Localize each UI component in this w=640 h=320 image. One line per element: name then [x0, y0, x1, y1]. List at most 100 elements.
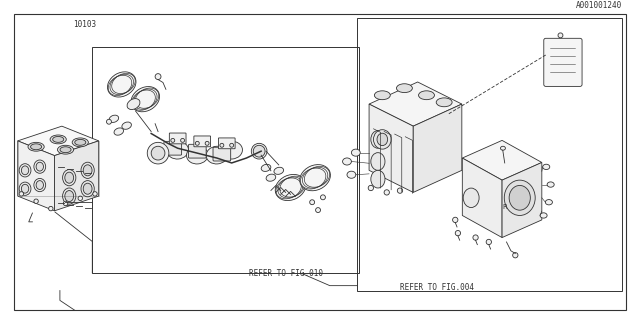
FancyBboxPatch shape: [170, 133, 186, 144]
Ellipse shape: [122, 122, 131, 129]
Ellipse shape: [83, 183, 92, 194]
Ellipse shape: [36, 180, 44, 189]
FancyBboxPatch shape: [544, 38, 582, 86]
FancyBboxPatch shape: [213, 147, 230, 161]
Circle shape: [558, 33, 563, 38]
Ellipse shape: [81, 162, 94, 179]
Ellipse shape: [252, 143, 267, 159]
Circle shape: [220, 143, 224, 147]
Ellipse shape: [72, 138, 88, 147]
Polygon shape: [369, 82, 462, 126]
Ellipse shape: [131, 87, 159, 112]
Ellipse shape: [50, 135, 67, 144]
Text: 10103: 10103: [73, 20, 96, 29]
Polygon shape: [54, 141, 99, 211]
Circle shape: [513, 252, 518, 258]
Bar: [92, 47, 359, 273]
Ellipse shape: [374, 130, 391, 149]
Circle shape: [49, 206, 53, 211]
Circle shape: [321, 195, 325, 200]
FancyBboxPatch shape: [194, 136, 211, 147]
Polygon shape: [369, 104, 413, 192]
Ellipse shape: [63, 170, 76, 186]
Ellipse shape: [274, 167, 284, 174]
Ellipse shape: [21, 184, 29, 193]
Circle shape: [310, 200, 315, 205]
Text: R: R: [502, 204, 507, 210]
Ellipse shape: [83, 165, 92, 176]
FancyBboxPatch shape: [218, 138, 235, 149]
Circle shape: [195, 141, 199, 145]
Ellipse shape: [63, 188, 76, 204]
Ellipse shape: [371, 153, 385, 170]
Circle shape: [455, 230, 461, 236]
Text: REFER TO FIG.004: REFER TO FIG.004: [401, 283, 474, 292]
Circle shape: [253, 145, 265, 157]
Circle shape: [316, 208, 321, 212]
Circle shape: [63, 201, 68, 206]
FancyBboxPatch shape: [188, 144, 206, 158]
Polygon shape: [462, 158, 502, 237]
Circle shape: [151, 146, 165, 160]
Ellipse shape: [261, 164, 271, 172]
Ellipse shape: [60, 147, 71, 153]
Ellipse shape: [504, 180, 535, 215]
Ellipse shape: [206, 146, 228, 164]
Ellipse shape: [377, 133, 388, 146]
Ellipse shape: [34, 179, 45, 192]
Ellipse shape: [300, 164, 330, 191]
Text: A001001240: A001001240: [576, 1, 622, 10]
Ellipse shape: [509, 185, 531, 210]
Ellipse shape: [371, 170, 385, 188]
Ellipse shape: [65, 172, 74, 183]
Circle shape: [230, 143, 234, 147]
Ellipse shape: [65, 191, 74, 202]
Circle shape: [452, 217, 458, 222]
Bar: [357, 18, 622, 291]
Circle shape: [368, 185, 374, 191]
Circle shape: [93, 192, 97, 196]
Ellipse shape: [545, 200, 552, 205]
Polygon shape: [413, 104, 462, 192]
Circle shape: [205, 141, 209, 145]
Ellipse shape: [266, 174, 276, 181]
Circle shape: [397, 188, 403, 193]
Ellipse shape: [500, 146, 506, 150]
Circle shape: [384, 190, 389, 195]
Ellipse shape: [351, 149, 360, 156]
FancyBboxPatch shape: [164, 141, 182, 155]
Circle shape: [473, 235, 478, 240]
Ellipse shape: [127, 99, 140, 109]
Ellipse shape: [31, 144, 42, 150]
Polygon shape: [18, 126, 99, 156]
Circle shape: [19, 192, 24, 196]
Circle shape: [486, 239, 492, 244]
Ellipse shape: [75, 140, 86, 145]
Text: REFER TO FIG.010: REFER TO FIG.010: [250, 269, 323, 278]
Ellipse shape: [436, 98, 452, 107]
Polygon shape: [18, 141, 54, 211]
Ellipse shape: [347, 171, 356, 178]
Ellipse shape: [19, 182, 31, 195]
Ellipse shape: [371, 131, 385, 148]
Polygon shape: [502, 163, 542, 237]
Ellipse shape: [543, 164, 550, 170]
Ellipse shape: [419, 91, 435, 100]
Ellipse shape: [167, 141, 188, 159]
Circle shape: [171, 139, 175, 142]
Ellipse shape: [396, 84, 412, 92]
Ellipse shape: [58, 145, 74, 154]
Ellipse shape: [186, 146, 208, 164]
Circle shape: [78, 196, 83, 201]
Ellipse shape: [34, 160, 45, 173]
Ellipse shape: [21, 166, 29, 175]
Circle shape: [180, 139, 184, 142]
Ellipse shape: [275, 174, 306, 201]
Ellipse shape: [540, 213, 547, 218]
Circle shape: [34, 199, 38, 204]
Polygon shape: [462, 140, 542, 180]
Ellipse shape: [36, 162, 44, 171]
Ellipse shape: [547, 182, 554, 187]
Ellipse shape: [81, 180, 94, 197]
Ellipse shape: [52, 136, 64, 142]
